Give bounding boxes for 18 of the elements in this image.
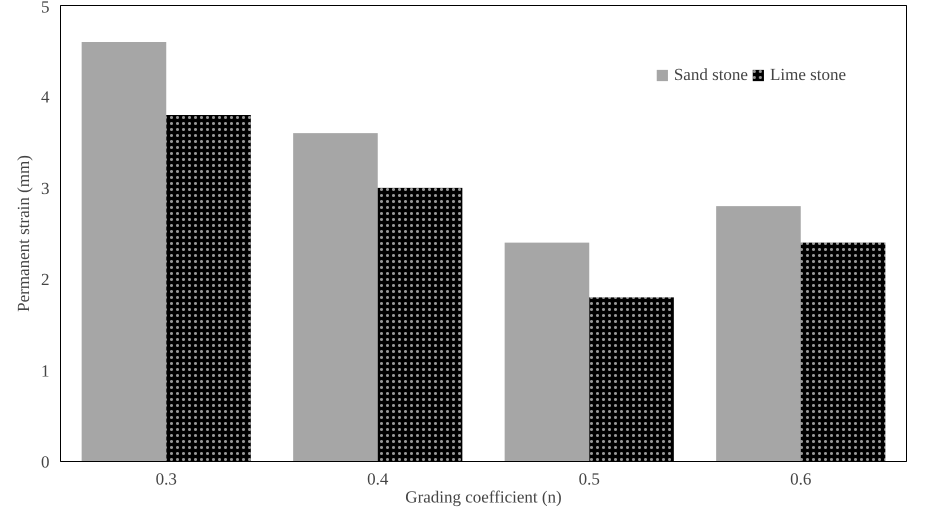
x-tick-label: 0.4: [367, 470, 389, 488]
x-tick-label: 0.6: [790, 470, 812, 488]
x-tick-label: 0.5: [578, 470, 600, 488]
y-tick-label: 4: [41, 88, 50, 107]
bar: [504, 242, 590, 462]
legend-label: Lime stone: [770, 65, 846, 85]
bar: [293, 133, 378, 462]
x-tick-label: 0.3: [156, 470, 177, 488]
y-tick-label: 1: [41, 361, 50, 380]
y-axis-title: Permanent strain (mm): [14, 155, 33, 312]
bar: [82, 42, 166, 462]
y-tick-label: 2: [41, 270, 50, 290]
legend-label: Sand stone: [674, 65, 748, 85]
bar: [716, 206, 801, 462]
y-tick-label: 0: [41, 452, 50, 472]
y-tick-label: 5: [41, 0, 50, 16]
y-tick-label: 3: [41, 178, 50, 198]
x-axis-title: Grading coefficient (n): [405, 488, 562, 506]
